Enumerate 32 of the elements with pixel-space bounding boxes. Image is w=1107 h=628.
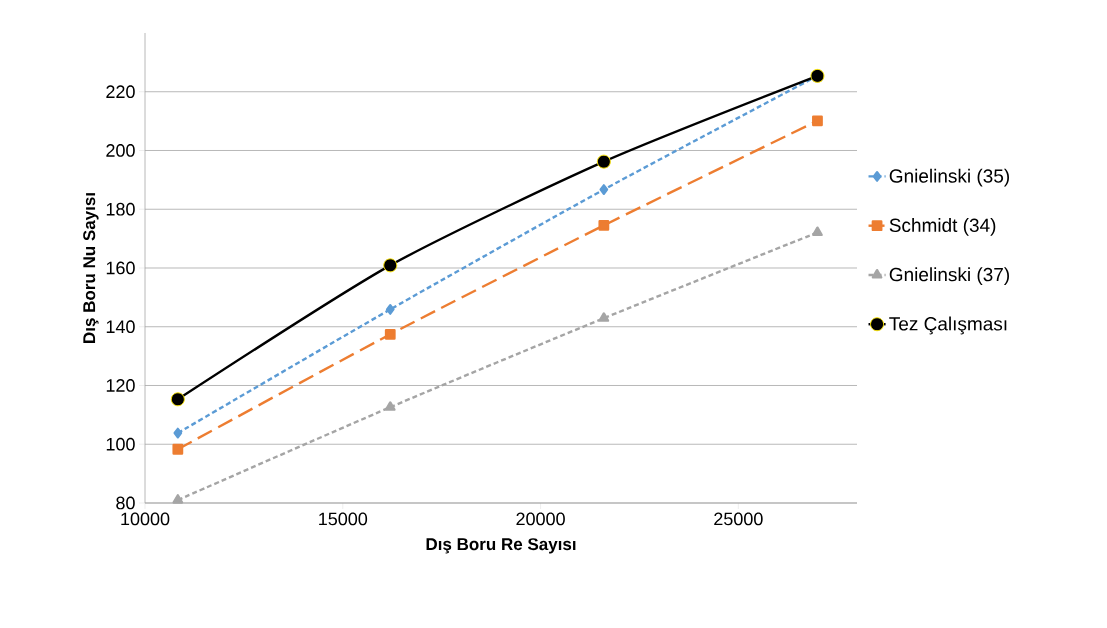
point	[598, 312, 610, 322]
y-tick-label: 220	[106, 85, 135, 99]
y-tick-label: 200	[106, 144, 135, 157]
point	[172, 443, 184, 455]
legend-label: Gnielinski (37)	[889, 267, 1009, 286]
point	[383, 258, 398, 273]
y-tick-label: 100	[106, 437, 135, 451]
y-tick-label: 180	[106, 202, 135, 216]
y-axis-title: Dış Boru Nu Sayısı	[83, 193, 99, 343]
legend-label: Gnielinski (35)	[889, 168, 1009, 187]
x-tick-label: 15000	[319, 512, 368, 526]
point	[598, 219, 610, 231]
point	[172, 494, 184, 504]
y-tick-label: 80	[116, 496, 135, 510]
point	[812, 226, 823, 237]
point	[384, 328, 396, 340]
point	[599, 184, 609, 195]
point	[385, 304, 395, 315]
point	[384, 401, 396, 411]
point	[596, 154, 611, 169]
x-tick-label: 10000	[121, 512, 170, 526]
y-tick-label: 120	[106, 379, 135, 392]
legend-label: Tez Çalışması	[889, 316, 1007, 335]
point	[812, 115, 823, 127]
point	[173, 427, 183, 439]
y-tick-label: 160	[106, 261, 135, 275]
x-tick-label: 25000	[714, 512, 763, 526]
x-axis-title: Dış Boru Re Sayısı	[426, 538, 576, 554]
y-tick-label: 140	[106, 320, 135, 334]
point	[170, 392, 185, 407]
legend-label: Schmidt (34)	[889, 218, 996, 236]
x-tick-label: 20000	[516, 512, 565, 526]
